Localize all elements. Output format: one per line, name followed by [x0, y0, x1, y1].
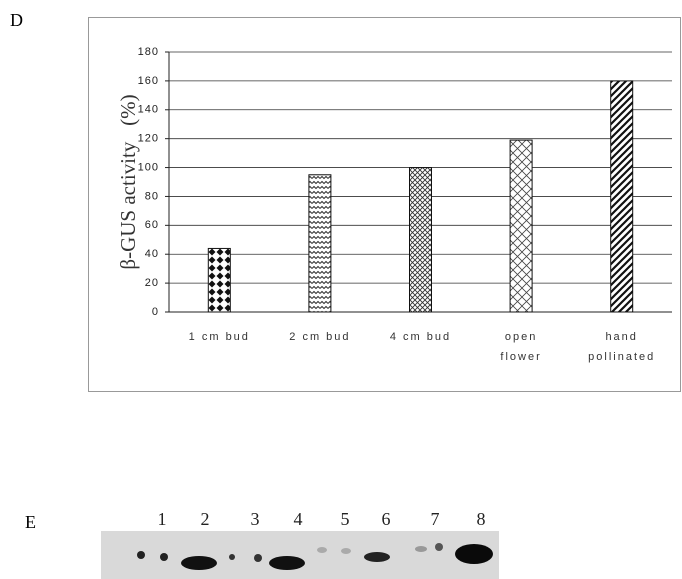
- x-tick-label: 4 cm bud: [371, 327, 471, 347]
- figure-canvas: D E β-GUS activity (%) 02040608010012014…: [0, 0, 682, 579]
- lane-label: 5: [341, 509, 350, 529]
- gel-band: [229, 554, 235, 560]
- y-axis-label: β-GUS activity (%): [116, 94, 140, 269]
- gel-band: [269, 556, 305, 570]
- figure: D E β-GUS activity (%) 02040608010012014…: [0, 0, 682, 579]
- gel-band: [137, 551, 145, 559]
- lane-label: 1: [158, 509, 167, 529]
- y-tick-label: 60: [145, 219, 159, 231]
- gel-band: [254, 554, 262, 562]
- lane-label: 3: [251, 509, 260, 529]
- panel-label: E: [25, 512, 36, 532]
- y-tick-label: 180: [138, 46, 159, 58]
- x-tick-label: hand pollinated: [572, 327, 672, 367]
- y-tick-label: 100: [138, 161, 159, 173]
- lane-label: 2: [201, 509, 210, 529]
- lane-label: 7: [431, 509, 440, 529]
- y-tick-label: 140: [138, 104, 159, 116]
- gel-band: [364, 552, 390, 562]
- y-tick-label: 20: [145, 277, 159, 289]
- bar: [208, 248, 230, 312]
- y-tick-label: 0: [152, 306, 159, 318]
- lane-label: 8: [477, 509, 486, 529]
- bar: [611, 81, 633, 312]
- x-tick-label: 1 cm bud: [169, 327, 269, 347]
- gel-band: [455, 544, 493, 564]
- gel-band: [341, 548, 351, 554]
- gel-band: [181, 556, 217, 570]
- x-tick-label: 2 cm bud: [270, 327, 370, 347]
- y-tick-label: 80: [145, 190, 159, 202]
- bar: [410, 168, 432, 312]
- gel-band: [317, 547, 327, 553]
- lane-label: 6: [382, 509, 391, 529]
- y-tick-label: 160: [138, 75, 159, 87]
- y-tick-label: 120: [138, 133, 159, 145]
- gel-image: [101, 531, 499, 579]
- bar: [309, 175, 331, 312]
- bar: [510, 140, 532, 312]
- gel-band: [435, 543, 443, 551]
- panel-label: D: [10, 10, 23, 30]
- y-tick-label: 40: [145, 248, 159, 260]
- x-tick-label: open flower: [471, 327, 571, 367]
- gel-band: [415, 546, 427, 552]
- gel-band: [160, 553, 168, 561]
- lane-label: 4: [294, 509, 303, 529]
